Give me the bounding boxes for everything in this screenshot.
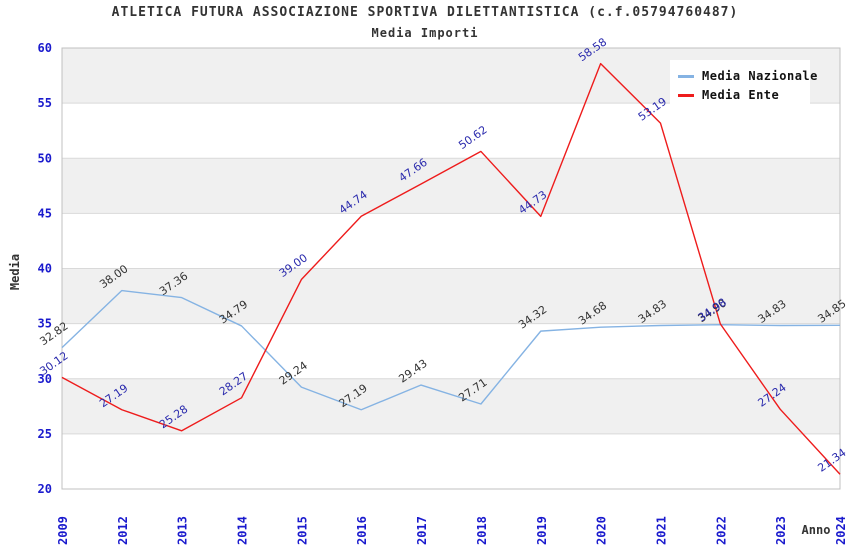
y-tick-label: 60 (38, 41, 52, 55)
x-tick-label: 2013 (176, 516, 190, 545)
y-tick-label: 25 (38, 427, 52, 441)
grid-band (62, 158, 840, 214)
chart-subtitle: Media Importi (371, 26, 479, 40)
x-tick-label: 2019 (535, 516, 549, 545)
x-tick-label: 2012 (116, 516, 130, 545)
y-tick-label: 30 (38, 372, 52, 386)
y-tick-label: 55 (38, 96, 52, 110)
legend-label: Media Ente (702, 88, 780, 102)
y-axis-title: Media (8, 253, 22, 291)
x-tick-label: 2023 (774, 516, 788, 545)
grid-band (62, 268, 840, 324)
x-tick-label: 2024 (834, 516, 848, 545)
legend-swatch-nazionale-icon (678, 74, 694, 78)
x-tick-label: 2015 (295, 516, 309, 545)
legend-item-media-nazionale: Media Nazionale (678, 68, 817, 84)
legend-item-media-ente: Media Ente (678, 87, 802, 103)
x-tick-label: 2022 (714, 516, 728, 545)
x-tick-label: 2016 (355, 516, 369, 545)
series-line-media-ente (61, 62, 841, 475)
plot-border (61, 47, 841, 490)
chart-title: ATLETICA FUTURA ASSOCIAZIONE SPORTIVA DI… (111, 5, 739, 20)
series-line-media-nazionale (61, 289, 841, 411)
x-tick-label: 2018 (475, 516, 489, 545)
y-tick-label: 50 (38, 151, 52, 165)
x-axis-title: Anno (801, 523, 831, 537)
y-tick-label: 45 (38, 206, 52, 220)
x-tick-label: 2017 (415, 516, 429, 545)
legend-swatch-ente-icon (678, 93, 694, 97)
x-tick-label: 2021 (654, 516, 668, 545)
y-tick-label: 35 (38, 317, 52, 331)
x-tick-label: 2014 (236, 516, 250, 545)
x-tick-label: 2009 (56, 516, 70, 545)
legend: Media Nazionale Media Ente (670, 60, 817, 113)
y-tick-label: 20 (38, 482, 52, 496)
x-tick-label: 2020 (595, 516, 609, 545)
legend-label: Media Nazionale (702, 69, 818, 83)
y-tick-label: 40 (38, 262, 52, 276)
